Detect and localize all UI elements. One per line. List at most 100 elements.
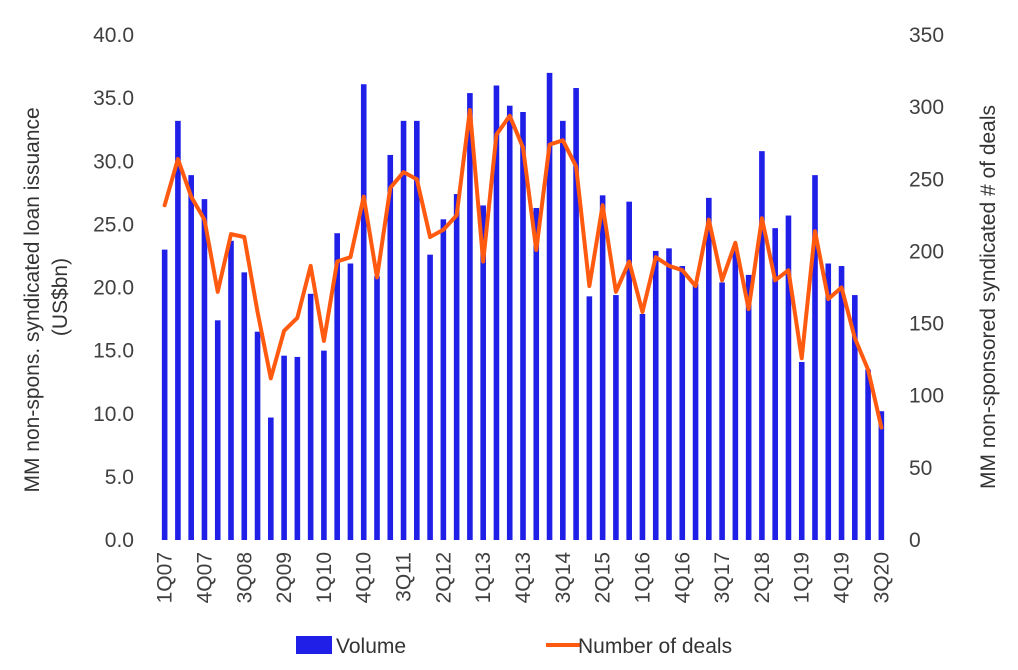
volume-bar-3Q10 <box>347 263 354 540</box>
volume-bar-3Q09 <box>294 356 301 540</box>
x-tick-label: 4Q19 <box>831 552 854 603</box>
volume-bar-4Q11 <box>414 120 420 540</box>
x-tick-label: 3Q11 <box>393 552 416 602</box>
x-tick-label: 1Q13 <box>472 552 495 603</box>
x-tick-label: 3Q20 <box>870 552 893 603</box>
right-tick-label: 50 <box>909 457 932 480</box>
right-tick-label: 100 <box>909 385 944 408</box>
deals-line-layer <box>162 108 884 430</box>
volume-bar-2Q16 <box>652 250 659 540</box>
left-tick-label: 10.0 <box>93 403 134 426</box>
legend-volume-label: Volume <box>336 635 406 658</box>
volume-bar-2Q12 <box>440 219 447 540</box>
left-axis-title: MM non-spons. syndicated loan issuance (… <box>21 101 72 492</box>
volume-bar-3Q16 <box>666 248 672 541</box>
volume-bar-2Q13 <box>493 85 500 540</box>
volume-bar-1Q15 <box>586 296 593 540</box>
x-tick-label: 2Q18 <box>751 552 774 603</box>
volume-bar-2Q19 <box>812 175 818 540</box>
volume-bar-2Q09 <box>281 355 287 540</box>
deals-line <box>162 108 884 430</box>
volume-bar-3Q19 <box>825 263 832 540</box>
left-tick-label: 20.0 <box>93 277 134 300</box>
volume-bar-4Q15 <box>626 201 632 540</box>
x-tick-label: 4Q16 <box>671 552 694 603</box>
volume-bar-1Q17 <box>692 283 699 540</box>
right-tick-label: 300 <box>909 96 944 119</box>
volume-bar-1Q20 <box>852 295 858 540</box>
volume-bar-3Q07 <box>188 175 194 540</box>
x-tick-label: 4Q10 <box>353 552 376 603</box>
volume-bar-4Q07 <box>201 199 208 541</box>
volume-bar-4Q08 <box>254 331 261 540</box>
volume-bar-2Q14 <box>546 72 553 541</box>
volume-bar-1Q07 <box>161 249 168 541</box>
x-tick-label: 2Q09 <box>273 552 296 603</box>
x-tick-label: 1Q07 <box>154 552 177 603</box>
volume-bar-4Q09 <box>307 293 314 540</box>
legend-deals-label: Number of deals <box>578 635 732 658</box>
volume-bar-3Q17 <box>719 282 725 540</box>
volume-bar-1Q08 <box>214 320 221 540</box>
volume-bar-4Q19 <box>838 266 845 540</box>
right-tick-label: 250 <box>909 168 944 191</box>
right-axis-title: MM non-sponsored syndicated # of deals <box>977 105 1000 489</box>
left-tick-label: 35.0 <box>93 87 134 110</box>
volume-bar-3Q18 <box>772 228 778 540</box>
volume-bar-2Q18 <box>759 151 765 540</box>
x-tick-label: 2Q15 <box>592 552 615 603</box>
x-tick-label: 3Q08 <box>233 552 256 603</box>
volume-bar-2Q10 <box>334 233 340 540</box>
volume-bar-4Q14 <box>573 88 579 540</box>
left-tick-label: 25.0 <box>93 213 134 236</box>
volume-bar-2Q15 <box>599 195 606 540</box>
left-tick-label: 40.0 <box>93 24 134 47</box>
right-axis-ticks: 0 50 100 150 200 250 300 350 <box>909 24 944 552</box>
volume-bar-1Q16 <box>639 314 646 540</box>
x-tick-label: 1Q10 <box>313 552 336 603</box>
volume-bar-2Q20 <box>865 369 871 540</box>
x-tick-label: 3Q17 <box>711 552 734 603</box>
left-tick-label: 15.0 <box>93 340 134 363</box>
volume-bars <box>161 72 885 541</box>
volume-bar-3Q20 <box>878 411 885 540</box>
volume-bar-2Q07 <box>175 120 181 540</box>
right-tick-label: 0 <box>909 529 921 552</box>
x-tick-label: 2Q12 <box>432 552 455 603</box>
volume-bar-3Q08 <box>241 272 248 540</box>
volume-bar-3Q11 <box>400 120 407 540</box>
left-tick-label: 30.0 <box>93 150 134 173</box>
left-axis-title-line-1: MM non-spons. syndicated loan issuance <box>21 107 44 492</box>
volume-bar-1Q18 <box>745 274 752 541</box>
x-tick-label: 1Q16 <box>631 552 654 603</box>
x-axis-ticks: 1Q07 4Q07 3Q08 2Q09 1Q10 4Q10 3Q11 2Q12 1Q13 4Q13… <box>154 552 894 604</box>
volume-bar-3Q15 <box>613 295 619 540</box>
volume-bar-4Q18 <box>785 215 792 541</box>
x-tick-label: 4Q13 <box>512 552 535 603</box>
volume-bar-4Q10 <box>360 84 367 541</box>
volume-bar-2Q08 <box>228 240 234 541</box>
volume-bar-2Q11 <box>387 154 394 540</box>
volume-bar-3Q14 <box>560 120 566 540</box>
volume-bar-4Q13 <box>520 112 526 540</box>
right-tick-label: 200 <box>909 240 944 263</box>
volume-bar-1Q13 <box>480 205 486 540</box>
volume-bar-4Q12 <box>467 93 473 540</box>
volume-bar-4Q16 <box>679 266 686 540</box>
volume-bar-3Q12 <box>453 194 460 540</box>
volume-bar-1Q11 <box>374 276 380 540</box>
x-tick-label: 4Q07 <box>193 552 216 603</box>
volume-bar-1Q12 <box>427 254 433 541</box>
left-tick-label: 5.0 <box>105 466 134 489</box>
volume-bar-2Q17 <box>706 197 712 541</box>
volume-bar-1Q14 <box>533 207 540 540</box>
left-axis-title-line-2: (US$bn) <box>49 258 72 336</box>
volume-bar-1Q09 <box>268 417 274 540</box>
legend: Volume Number of deals <box>296 635 732 658</box>
x-tick-label: 3Q14 <box>552 552 575 604</box>
right-tick-label: 150 <box>909 313 944 336</box>
left-axis-ticks: 0.0 5.0 10.0 15.0 20.0 25.0 30.0 35.0 40.0 <box>93 24 134 552</box>
volume-bar-4Q17 <box>732 248 739 541</box>
right-tick-label: 350 <box>909 24 944 47</box>
